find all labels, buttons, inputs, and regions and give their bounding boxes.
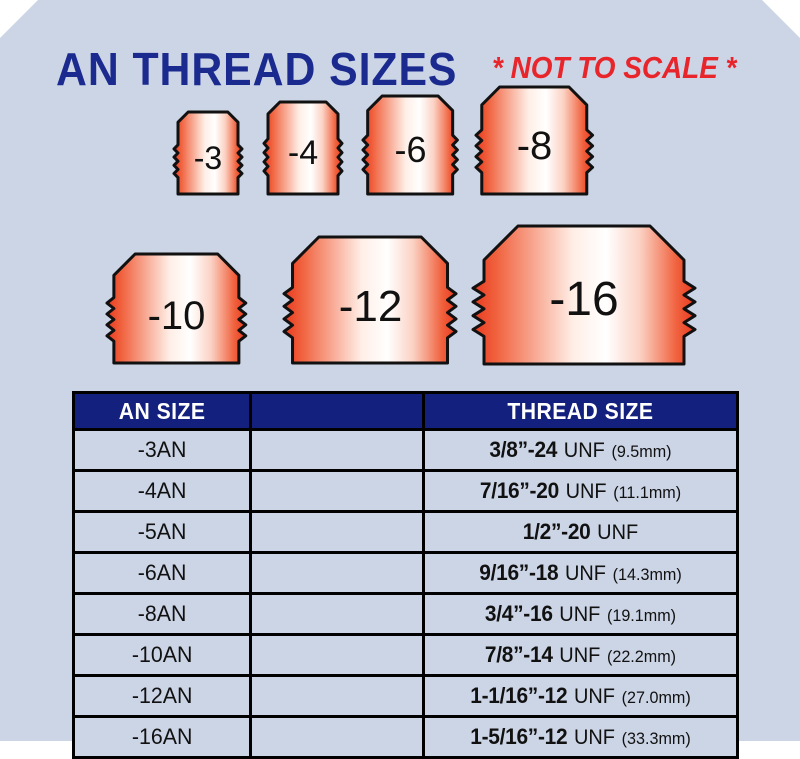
table-row: -3AN 3/8”-24 UNF (9.5mm) [72, 428, 739, 472]
header: AN THREAD SIZES * NOT TO SCALE * [0, 22, 800, 92]
thread-pitch: 9/16”-18 [479, 560, 559, 585]
an-size-value: -16AN [131, 724, 193, 749]
fitting-shape-an8: -8 [474, 85, 595, 196]
cell-spacer [249, 510, 425, 554]
column-header-an-size: AN SIZE [72, 391, 252, 431]
thread-size-value: 1-1/16”-12 UNF (27.0mm) [433, 683, 728, 709]
thread-size-value: 1/2”-20 UNF [433, 519, 728, 545]
column-header-spacer [249, 391, 425, 431]
fitting-shape-an6: -6 [361, 94, 460, 196]
page-title: AN THREAD SIZES [56, 43, 458, 95]
cell-spacer [249, 715, 425, 759]
an-size-value: -12AN [131, 683, 193, 708]
cell-thread-size: 1-1/16”-12 UNF (27.0mm) [422, 674, 739, 718]
an-size-value: -4AN [137, 478, 187, 503]
thread-metric: (9.5mm) [611, 442, 672, 461]
thread-size-value: 1-5/16”-12 UNF (33.3mm) [433, 724, 728, 750]
cell-thread-size: 3/4”-16 UNF (19.1mm) [422, 592, 739, 636]
thread-size-table: AN SIZE THREAD SIZE -3AN 3/8”-24 UNF (9.5mm… [72, 391, 739, 759]
thread-size-value: 7/16”-20 UNF (11.1mm) [433, 478, 728, 504]
fitting-shape-an16: -16 [471, 224, 697, 366]
thread-standard: UNF [563, 439, 605, 462]
an-size-value: -3AN [137, 437, 187, 462]
an-size-value: -6AN [137, 560, 187, 585]
fitting-shape-an12: -12 [283, 235, 459, 365]
thread-standard: UNF [573, 685, 615, 708]
fitting-shape-an4: -4 [262, 100, 344, 196]
cell-thread-size: 3/8”-24 UNF (9.5mm) [422, 428, 739, 472]
fitting-outline-svg [262, 100, 344, 196]
thread-metric: (27.0mm) [621, 688, 691, 707]
thread-size-value: 7/8”-14 UNF (22.2mm) [433, 642, 728, 668]
thread-pitch: 3/4”-16 [484, 601, 553, 626]
cell-spacer [249, 469, 425, 513]
cell-thread-size: 7/16”-20 UNF (11.1mm) [422, 469, 739, 513]
cell-an-size: -3AN [72, 428, 252, 472]
table-header: AN SIZE THREAD SIZE [72, 391, 739, 431]
an-size-value: -10AN [131, 642, 193, 667]
thread-metric: (33.3mm) [621, 729, 691, 748]
cell-spacer [249, 428, 425, 472]
thread-standard: UNF [565, 480, 607, 503]
table-row: -10AN 7/8”-14 UNF (22.2mm) [72, 633, 739, 677]
cell-thread-size: 1/2”-20 UNF [422, 510, 739, 554]
cell-an-size: -8AN [72, 592, 252, 636]
thread-pitch: 7/8”-14 [484, 642, 553, 667]
cell-spacer [249, 551, 425, 595]
table-body: -3AN 3/8”-24 UNF (9.5mm) -4AN 7/16”-20 UNF (11.… [72, 428, 739, 759]
table-row: -8AN 3/4”-16 UNF (19.1mm) [72, 592, 739, 636]
thread-metric: (19.1mm) [606, 606, 677, 625]
thread-size-value: 3/8”-24 UNF (9.5mm) [433, 437, 728, 463]
not-to-scale-note: * NOT TO SCALE * [492, 50, 737, 85]
cell-spacer [249, 592, 425, 636]
cell-spacer [249, 674, 425, 718]
cell-spacer [249, 633, 425, 677]
thread-pitch: 7/16”-20 [479, 478, 559, 503]
thread-pitch: 1-1/16”-12 [470, 683, 568, 708]
cell-an-size: -5AN [72, 510, 252, 554]
table-row: -6AN 9/16”-18 UNF (14.3mm) [72, 551, 739, 595]
thread-standard: UNF [559, 603, 601, 626]
cell-an-size: -6AN [72, 551, 252, 595]
cell-an-size: -10AN [72, 633, 252, 677]
fitting-shape-an3: -3 [172, 110, 244, 196]
column-header-an-size-label: AN SIZE [118, 397, 206, 424]
an-size-value: -8AN [137, 601, 187, 626]
thread-standard: UNF [573, 726, 615, 749]
table-row: -16AN 1-5/16”-12 UNF (33.3mm) [72, 715, 739, 759]
cell-an-size: -12AN [72, 674, 252, 718]
thread-metric: (14.3mm) [612, 565, 682, 584]
an-size-value: -5AN [137, 519, 187, 544]
thread-standard: UNF [564, 562, 606, 585]
cell-thread-size: 1-5/16”-12 UNF (33.3mm) [422, 715, 739, 759]
table-header-row: AN SIZE THREAD SIZE [72, 391, 739, 431]
cell-thread-size: 7/8”-14 UNF (22.2mm) [422, 633, 739, 677]
thread-pitch: 1/2”-20 [522, 519, 591, 544]
cell-thread-size: 9/16”-18 UNF (14.3mm) [422, 551, 739, 595]
thread-pitch: 3/8”-24 [489, 437, 558, 462]
table-row: -4AN 7/16”-20 UNF (11.1mm) [72, 469, 739, 513]
fitting-outline-svg [105, 252, 248, 365]
thread-metric: (22.2mm) [606, 647, 677, 666]
fitting-outline-svg [471, 224, 697, 366]
cell-an-size: -16AN [72, 715, 252, 759]
fitting-outline-svg [361, 94, 460, 196]
column-header-thread-size: THREAD SIZE [422, 391, 739, 431]
thread-standard: UNF [559, 644, 601, 667]
thread-pitch: 1-5/16”-12 [470, 724, 568, 749]
fitting-outline-svg [474, 85, 595, 196]
fitting-outline-svg [283, 235, 459, 365]
fitting-outline-svg [172, 110, 244, 196]
thread-size-value: 9/16”-18 UNF (14.3mm) [433, 560, 728, 586]
cell-an-size: -4AN [72, 469, 252, 513]
thread-standard: UNF [597, 521, 639, 544]
thread-size-value: 3/4”-16 UNF (19.1mm) [433, 601, 728, 627]
table-row: -12AN 1-1/16”-12 UNF (27.0mm) [72, 674, 739, 718]
table-row: -5AN 1/2”-20 UNF [72, 510, 739, 554]
column-header-thread-size-label: THREAD SIZE [507, 397, 654, 424]
fitting-shape-an10: -10 [105, 252, 248, 365]
thread-metric: (11.1mm) [613, 483, 682, 502]
